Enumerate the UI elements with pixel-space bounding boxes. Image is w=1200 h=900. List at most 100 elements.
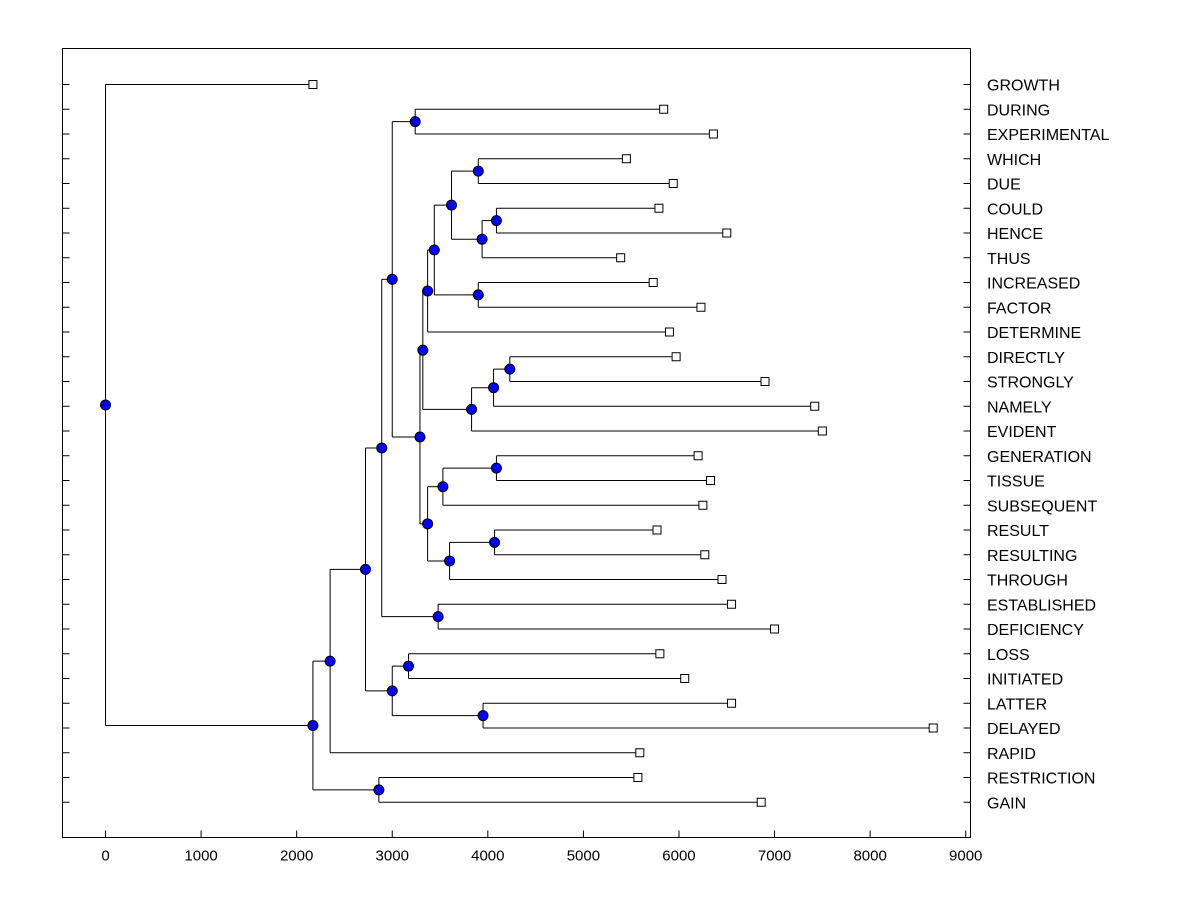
leaf-label-rapid: RAPID (987, 746, 1036, 763)
merge-node-n5 (446, 199, 458, 211)
x-tick-label-4000: 4000 (471, 848, 504, 865)
leaf-marker-factor (696, 302, 706, 312)
leaf-label-loss: LOSS (987, 647, 1030, 664)
x-tick-label-3000: 3000 (376, 848, 409, 865)
leaf-label-latter: LATTER (987, 696, 1047, 713)
leaf-marker-increased (648, 278, 658, 287)
leaf-label-established: ESTABLISHED (987, 597, 1096, 614)
x-tick-label-9000: 9000 (949, 848, 982, 865)
merge-node-n25 (359, 563, 371, 575)
merge-node-n23 (477, 710, 489, 722)
leaf-marker-during (659, 104, 669, 114)
merge-node-n10 (488, 382, 500, 394)
leaf-label-due: DUE (987, 177, 1021, 194)
leaf-label-evident: EVIDENT (987, 424, 1057, 441)
merge-node-n24 (386, 685, 398, 697)
leaf-label-restriction: RESTRICTION (987, 771, 1095, 788)
merge-node-n26 (324, 655, 336, 667)
leaf-label-determine: DETERMINE (987, 325, 1081, 342)
leaf-label-tissue: TISSUE (987, 474, 1045, 491)
leaf-marker-could (654, 203, 664, 213)
leaf-label-gain: GAIN (987, 795, 1026, 812)
leaf-label-deficiency: DEFICIENCY (987, 622, 1084, 639)
merge-node-n19 (386, 273, 398, 285)
leaf-marker-deficiency (770, 624, 780, 634)
x-tick-label-8000: 8000 (853, 848, 886, 865)
leaf-label-increased: INCREASED (987, 276, 1080, 293)
leaf-marker-strongly (760, 377, 770, 386)
leaf-marker-which (621, 154, 631, 164)
leaf-marker-thus (616, 253, 626, 263)
x-tick-label-0: 0 (101, 848, 109, 865)
leaf-marker-initiated (680, 674, 690, 683)
leaf-label-namely: NAMELY (987, 399, 1052, 416)
leaf-label-through: THROUGH (987, 573, 1068, 590)
leaf-labels: GROWTH DURING EXPERIMENTAL WHICH DUE COULD HEN… (987, 78, 1110, 813)
merge-node-n1 (409, 116, 421, 128)
merge-node-n27 (373, 784, 385, 796)
leaf-marker-established (727, 599, 737, 609)
merge-node-n8 (422, 285, 434, 297)
merge-node-root (100, 399, 112, 411)
leaf-marker-directly (671, 352, 681, 362)
merge-node-n3 (490, 215, 502, 227)
leaf-label-initiated: INITIATED (987, 672, 1063, 689)
leaf-label-generation: GENERATION (987, 449, 1092, 466)
leaf-marker-rapid (635, 748, 645, 758)
merge-node-n13 (490, 462, 502, 474)
leaf-marker-tissue (706, 476, 716, 485)
leaf-label-growth: GROWTH (987, 78, 1060, 95)
leaf-marker-gain (756, 797, 766, 807)
plot-frame (62, 48, 971, 838)
leaf-marker-latter (727, 698, 737, 708)
x-tick-label-1000: 1000 (184, 848, 217, 865)
x-tick-label-5000: 5000 (567, 848, 600, 865)
merge-node-n6 (472, 289, 484, 301)
merge-node-n12 (417, 344, 429, 356)
x-tick-label-6000: 6000 (662, 848, 695, 865)
leaf-marker-hence (722, 228, 732, 238)
merge-node-n4 (476, 233, 488, 245)
merge-node-n7 (428, 244, 440, 256)
merge-node-n20 (432, 611, 444, 623)
merge-node-n9 (504, 363, 516, 375)
leaf-marker-subsequent (698, 500, 708, 510)
leaf-marker-growth (308, 80, 318, 89)
leaf-label-directly: DIRECTLY (987, 350, 1065, 367)
merge-node-n28 (307, 719, 319, 731)
leaf-label-could: COULD (987, 201, 1043, 218)
leaf-markers (308, 80, 938, 807)
x-axis: 0 1000 2000 3000 4000 5000 6000 7000 8000 9000 (101, 830, 982, 865)
leaf-label-resulting: RESULTING (987, 548, 1077, 565)
leaf-label-hence: HENCE (987, 226, 1043, 243)
merge-node-n2 (472, 165, 484, 177)
merge-node-n15 (489, 536, 501, 548)
leaf-label-experimental: EXPERIMENTAL (987, 127, 1110, 144)
x-tick-label-2000: 2000 (280, 848, 313, 865)
merge-node-n16 (444, 555, 456, 567)
leaf-marker-namely (810, 401, 820, 411)
leaf-marker-due (668, 179, 678, 188)
leaf-label-factor: FACTOR (987, 300, 1052, 317)
merge-node-n14 (437, 481, 449, 493)
leaf-label-delayed: DELAYED (987, 721, 1061, 738)
leaf-marker-through (717, 575, 727, 584)
leaf-label-result: RESULT (987, 523, 1049, 540)
dendrogram-links (105, 84, 934, 803)
y-tick-marks (62, 84, 971, 803)
leaf-marker-loss (655, 649, 665, 659)
leaf-label-subsequent: SUBSEQUENT (987, 498, 1097, 515)
leaf-marker-generation (693, 451, 703, 461)
merge-node-n11 (466, 403, 478, 415)
leaf-marker-restriction (633, 773, 643, 782)
leaf-label-during: DURING (987, 102, 1050, 119)
leaf-marker-evident (817, 426, 827, 436)
leaf-label-thus: THUS (987, 251, 1031, 268)
leaf-marker-determine (664, 327, 674, 337)
leaf-label-which: WHICH (987, 152, 1041, 169)
leaf-marker-resulting (700, 550, 710, 560)
merge-node-n18 (414, 431, 426, 443)
leaf-marker-experimental (708, 129, 718, 139)
leaf-label-strongly: STRONGLY (987, 375, 1074, 392)
